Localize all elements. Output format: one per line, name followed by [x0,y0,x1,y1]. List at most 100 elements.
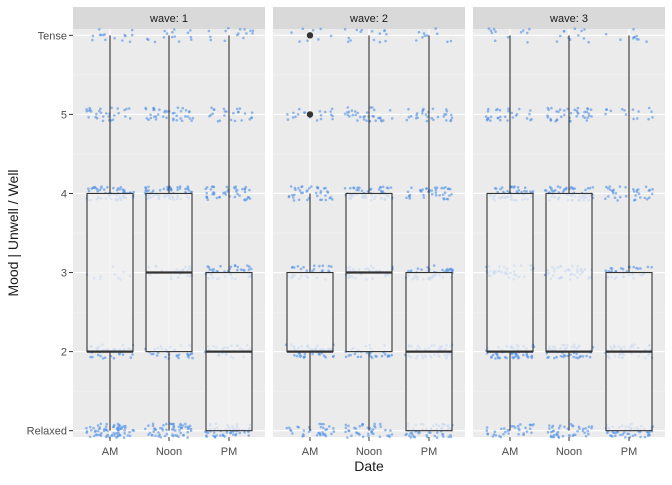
x-tick-label: PM [621,446,638,458]
jitter-point [330,265,333,268]
jitter-point [104,38,107,42]
jitter-point [117,428,120,432]
jitter-point [331,198,334,201]
jitter-point [85,431,88,434]
jitter-point [177,356,180,360]
jitter-point [643,196,647,200]
jitter-point [350,109,354,112]
jitter-point [106,185,109,189]
jitter-point [425,119,429,123]
jitter-point [311,29,315,32]
jitter-point [208,115,211,118]
jitter-point [405,118,409,122]
jitter-point [324,194,327,197]
jitter-point [175,114,178,117]
jitter-point [186,115,190,118]
jitter-point [90,429,93,432]
jitter-point [569,422,573,426]
jitter-point [357,188,360,192]
jitter-point [121,39,124,42]
jitter-point [485,429,489,432]
jitter-point [299,267,303,271]
jitter-point [190,38,193,41]
jitter-point [516,424,520,428]
jitter-point [310,185,313,188]
facet-strip [73,7,265,29]
jitter-point [445,108,448,111]
jitter-point [367,432,370,436]
jitter-point [302,429,306,432]
jitter-point [224,193,228,196]
box-body [286,271,334,353]
jitter-point [115,432,119,435]
jitter-point [87,189,91,193]
jitter-point [434,193,438,197]
jitter-point [588,114,591,117]
jitter-point [170,422,173,426]
jitter-point [328,425,331,428]
jitter-point [447,435,450,439]
jitter-point [511,352,514,355]
jitter-point [486,118,489,121]
jitter-point [646,197,649,201]
jitter-point [159,426,162,430]
jitter-point [590,426,593,430]
jitter-point [493,39,497,42]
jitter-point [176,106,180,109]
jitter-point [507,107,510,110]
jitter-point [222,191,225,195]
jitter-point [507,432,511,435]
jitter-point [303,355,307,359]
jitter-point [173,35,176,38]
jitter-point [181,424,185,427]
jitter-point [305,269,309,273]
jitter-point [363,115,367,118]
jitter-point [234,433,237,437]
jitter-point [107,115,110,118]
jitter-point [446,40,449,44]
jitter-point [124,426,127,430]
jitter-point [443,191,447,194]
jitter-point [124,115,127,118]
jitter-point [486,110,490,113]
jitter-point [163,434,167,438]
jitter-point [287,195,291,199]
jitter-point [613,196,617,199]
jitter-point [237,32,240,35]
jitter-point [558,424,562,428]
jitter-point [218,196,221,199]
jitter-point [581,114,585,118]
jitter-point [152,107,156,110]
jitter-point [225,185,229,189]
jitter-point [378,40,382,44]
jitter-point [421,188,424,191]
jitter-point [351,113,355,117]
jitter-point [528,27,531,31]
jitter-point [489,119,492,122]
jitter-point [550,106,553,110]
y-tick-label: 3 [61,268,67,280]
jitter-point [433,434,437,438]
jitter-point [212,431,216,434]
jitter-point [370,30,374,33]
jitter-point [165,32,169,35]
jitter-point [218,119,222,122]
jitter-point [435,186,439,189]
jitter-point [223,114,226,117]
jitter-point [608,185,612,188]
jitter-point [318,353,321,356]
jitter-point [104,425,108,429]
jitter-point [531,190,535,193]
x-tick-label: AM [302,446,319,458]
jitter-point [236,268,239,272]
jitter-point [634,198,637,202]
jitter-point [91,34,95,38]
jitter-point [378,32,382,35]
jitter-point [450,113,453,117]
jitter-point [188,110,191,113]
jitter-point [173,111,176,115]
jitter-point [289,429,293,433]
jitter-point [98,188,102,192]
jitter-point [224,29,227,33]
